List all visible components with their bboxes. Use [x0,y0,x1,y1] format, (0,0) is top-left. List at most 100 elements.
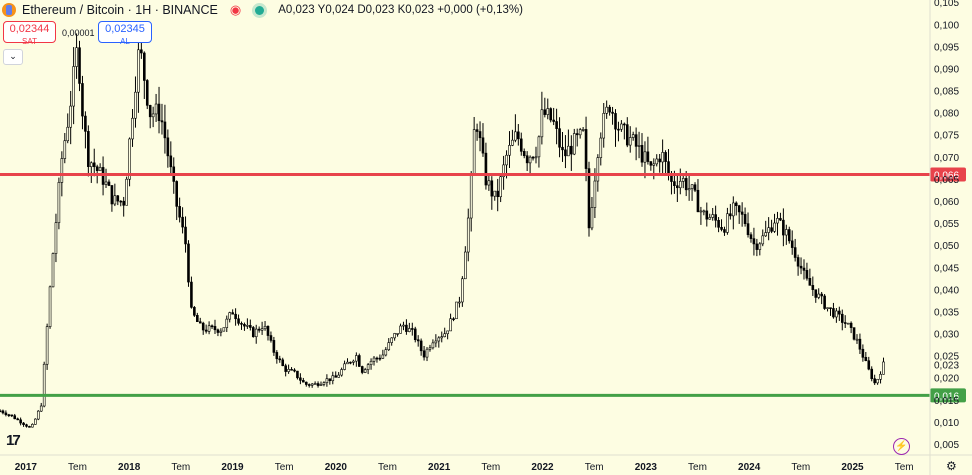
support-line-label: 0,016 [934,391,959,402]
candle-body [493,190,497,197]
candle-body [590,207,594,229]
candle-body [620,123,623,130]
candle-body [131,117,134,140]
candle-body [148,105,152,118]
candle-body [852,327,856,340]
sell-price: 0,02344 [9,23,50,35]
candle-body [254,328,258,338]
candle-body [434,340,438,344]
candle-body [154,103,158,115]
candle-body [7,414,11,416]
candle-body [478,131,482,139]
candle-body [858,338,862,350]
x-tick-label: Tem [171,462,190,473]
candle-body [805,270,809,279]
candle-body [543,109,547,115]
candle-body [832,308,835,318]
candle-body [378,357,382,360]
candle-body [787,229,791,242]
candle-body [811,285,815,290]
y-tick-label: 0,055 [934,219,959,230]
candle-body [726,213,729,233]
candle-body [826,307,829,309]
lightning-icon[interactable]: ⚡ [893,438,910,455]
candle-body [251,327,255,338]
candle-body [572,133,576,155]
candle-body [623,123,626,126]
candle-body [275,352,279,360]
candle-body [749,234,753,239]
candle-body [555,121,558,129]
candle-body [587,168,591,229]
x-tick-label: 2022 [531,462,554,473]
alert-bell-icon[interactable]: ◉ [229,2,242,17]
y-tick-label: 0,105 [934,0,959,9]
candle-body [525,155,529,164]
candle-body [461,278,464,303]
candle-body [602,112,606,139]
y-tick-label: 0,065 [934,175,959,186]
candle-body [110,185,114,205]
candle-body [499,176,502,198]
x-tick-label: 2023 [635,462,658,473]
chart-header: Ethereum / Bitcoin · 1H · BINANCE ◉ A0,0… [0,0,930,20]
candle-body [511,139,514,146]
candle-body [66,126,70,142]
resistance-line-label: 0,066 [934,170,959,181]
candle-body [431,342,435,349]
buy-price: 0,02345 [105,23,145,35]
candle-body [243,323,246,327]
candle-body [870,368,874,380]
x-tick-label: Tem [688,462,707,473]
collapse-chevron-icon[interactable]: ⌄ [3,49,23,65]
candle-body [646,151,650,162]
y-tick-label: 0,070 [934,153,959,164]
candle-body [219,330,223,333]
candle-body [28,426,31,428]
candle-body [428,347,432,350]
candle-body [213,326,217,331]
candle-body [667,161,670,175]
candle-body [640,145,644,163]
candle-body [484,152,488,186]
candle-body [867,360,871,370]
candle-body [835,310,838,318]
candle-body [849,322,853,328]
candle-body [705,210,709,220]
candle-body [631,134,635,138]
candle-body [508,145,511,156]
candle-body [363,369,367,373]
candle-body [128,138,131,180]
candle-body [838,310,841,315]
support-line-tag [930,388,966,403]
buy-label: AL [120,37,130,46]
candle-body [755,243,759,250]
candle-body [599,137,603,158]
candle-body [257,328,261,331]
candle-body [10,414,14,417]
candle-body [402,324,405,327]
buy-button[interactable]: 0,02345 AL [98,21,152,46]
candle-body [349,361,352,364]
candle-body [820,293,823,297]
candle-body [95,166,99,171]
settings-gear-icon[interactable]: ⚙ [946,459,957,473]
candle-body [140,49,143,54]
candle-body [281,359,285,367]
tradingview-logo[interactable]: 17 [6,432,21,449]
candle-body [181,216,184,228]
candle-body [413,328,417,340]
sell-button[interactable]: 0,02344 SAT [3,21,56,46]
candle-body [687,188,691,191]
candle-body [655,158,659,165]
candle-body [625,124,629,146]
candle-body [737,205,741,213]
candle-body [711,214,714,218]
spread-value: 0,00001 [62,28,95,38]
symbol-title[interactable]: Ethereum / Bitcoin · 1H · BINANCE [22,3,218,17]
candle-body [425,348,429,358]
candle-body [605,106,608,114]
candle-body [717,219,720,228]
x-tick-label: 2018 [118,462,141,473]
